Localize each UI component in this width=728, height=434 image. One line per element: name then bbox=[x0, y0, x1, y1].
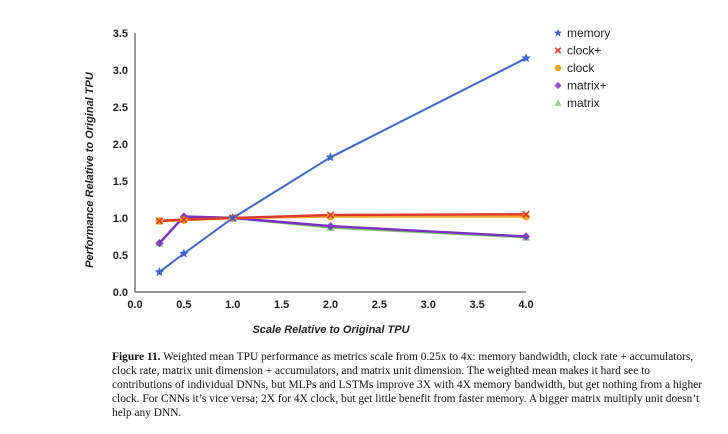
legend-marker-clock-plus bbox=[554, 47, 562, 54]
figure-label: Figure 11. bbox=[112, 351, 161, 363]
caption-text: Weighted mean TPU performance as metrics… bbox=[112, 351, 703, 419]
data-point-clock bbox=[326, 212, 335, 221]
data-point-clock-plus bbox=[522, 210, 530, 219]
data-point-memory bbox=[179, 248, 189, 258]
y-tick-label: 2.5 bbox=[113, 102, 128, 114]
x-tick-label: 0.5 bbox=[176, 299, 191, 311]
legend-label: clock+ bbox=[567, 44, 601, 58]
y-tick-label: 1.5 bbox=[113, 176, 128, 188]
tick-labels: 0.0 0.5 1.0 1.5 2.0 2.5 3.0 3.5 4.0 0.0 0.5 1.0 1.5 2… bbox=[113, 28, 534, 311]
x-tick-label: 3.0 bbox=[421, 299, 436, 311]
legend-label: memory bbox=[567, 26, 610, 40]
data-point-clock-plus bbox=[155, 217, 164, 225]
data-point-matrix-plus bbox=[155, 238, 164, 248]
legend-label: matrix bbox=[567, 96, 600, 110]
data-point-matrix-plus bbox=[326, 221, 335, 231]
y-tick-label: 0.5 bbox=[113, 250, 128, 262]
legend-marker-memory bbox=[553, 28, 563, 37]
figure-caption: Figure 11. Weighted mean TPU performance… bbox=[112, 350, 712, 420]
legend: memory clock+ clock matrix+ matrix bbox=[553, 26, 610, 110]
series-line-memory bbox=[158, 57, 527, 273]
axes bbox=[134, 33, 526, 293]
data-point-clock-plus-stroke-b bbox=[155, 217, 164, 225]
data-point-matrix-plus bbox=[521, 232, 531, 241]
legend-label: matrix+ bbox=[567, 79, 607, 93]
x-tick-label: 0.0 bbox=[127, 299, 142, 311]
x-tick-label: 3.5 bbox=[469, 299, 484, 311]
legend-marker-matrix-plus bbox=[554, 81, 562, 90]
data-point-clock bbox=[522, 212, 530, 221]
y-tick-label: 0.0 bbox=[113, 287, 128, 299]
series-line-matrix bbox=[158, 215, 527, 245]
data-point-clock-plus bbox=[180, 215, 188, 224]
plot-lines bbox=[158, 57, 527, 273]
data-point-clock-plus-stroke-b bbox=[180, 215, 188, 224]
series-line-matrix-plus bbox=[158, 215, 527, 245]
chart: 0.0 0.5 1.0 1.5 2.0 2.5 3.0 3.5 4.0 0.0 0.5 1.0 1.5 2… bbox=[84, 26, 610, 336]
x-axis-title: Scale Relative to Original TPU bbox=[252, 324, 410, 336]
x-tick-label: 2.5 bbox=[372, 299, 387, 311]
data-point-memory bbox=[227, 213, 238, 223]
legend-marker-matrix bbox=[554, 99, 562, 106]
data-point-memory bbox=[325, 152, 336, 162]
y-tick-label: 3.0 bbox=[113, 65, 128, 77]
y-axis-title: Performance Relative to Original TPU bbox=[84, 71, 96, 268]
y-tick-label: 1.0 bbox=[113, 213, 128, 225]
data-point-clock-plus bbox=[326, 211, 335, 219]
y-tick-label: 3.5 bbox=[113, 28, 128, 40]
x-tick-label: 2.0 bbox=[323, 299, 338, 311]
data-point-memory bbox=[154, 267, 165, 277]
legend-label: clock bbox=[567, 61, 595, 75]
data-point-clock-plus-stroke-b bbox=[522, 210, 530, 219]
x-tick-label: 4.0 bbox=[518, 299, 533, 311]
data-point-memory bbox=[521, 53, 531, 63]
legend-marker-clock-plus-stroke-b bbox=[554, 47, 562, 54]
x-tick-label: 1.0 bbox=[225, 299, 240, 311]
x-tick-label: 1.5 bbox=[274, 299, 289, 311]
legend-marker-clock bbox=[554, 64, 562, 72]
y-tick-label: 2.0 bbox=[113, 139, 128, 151]
plot-markers bbox=[154, 53, 531, 277]
data-point-clock-plus-stroke-b bbox=[326, 211, 335, 219]
